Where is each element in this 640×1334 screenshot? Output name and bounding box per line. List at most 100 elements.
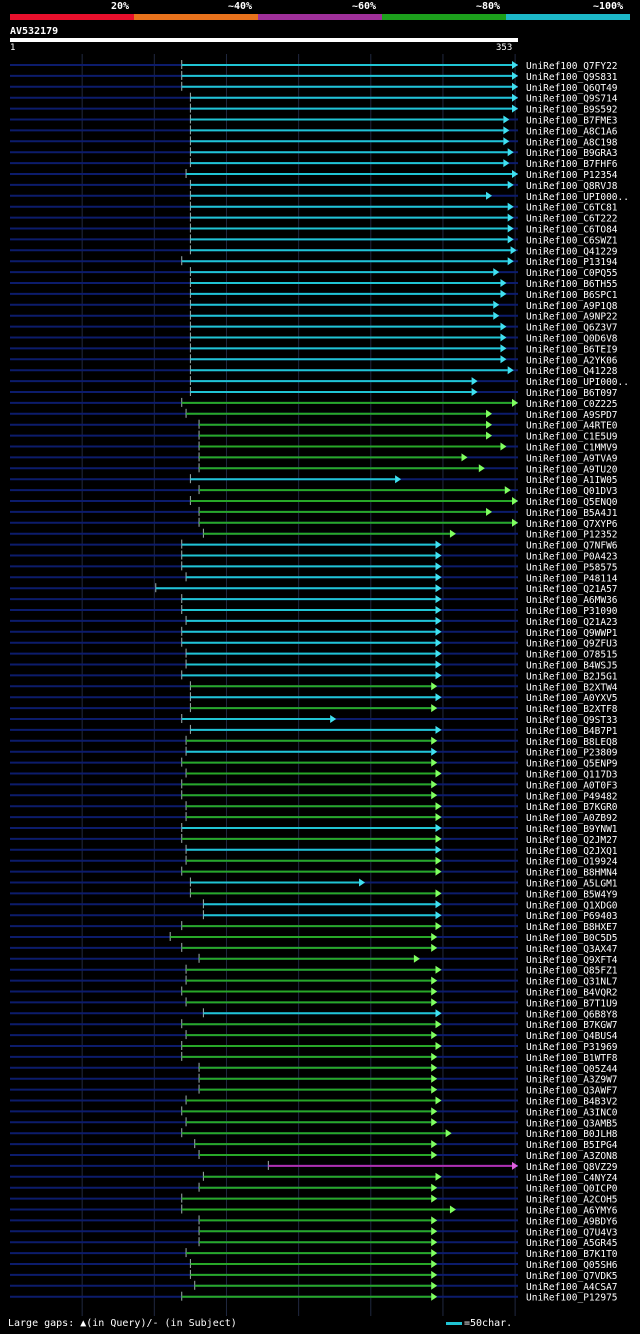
hit-arrow <box>512 104 518 113</box>
hit-row: UniRef100_B4B7P1 <box>10 724 618 737</box>
hit-label: UniRef100_A5LGM1 <box>526 879 618 890</box>
hit-arrow <box>512 71 518 80</box>
hit-arrow <box>435 769 442 778</box>
hit-label: UniRef100_Q41228 <box>526 366 618 377</box>
hit-row: UniRef100_P31969 <box>10 1041 618 1053</box>
hit-label: UniRef100_P23809 <box>526 748 618 759</box>
hit-arrow <box>431 704 438 713</box>
hit-row: UniRef100_Q2JXQ1 <box>10 844 618 857</box>
hit-label: UniRef100_P31090 <box>526 606 618 617</box>
hit-arrow <box>435 584 442 593</box>
hit-row: UniRef100_Q2JM27 <box>10 833 618 846</box>
hit-label: UniRef100_A8C1A6 <box>526 126 618 137</box>
hit-row: UniRef100_Q9WWP1 <box>10 626 618 639</box>
hit-row: UniRef100_P48114 <box>10 572 618 584</box>
hit-label: UniRef100_A3Z9W7 <box>526 1075 618 1086</box>
hit-label: UniRef100_A4CSA7 <box>526 1282 618 1293</box>
hit-label: UniRef100_B6T097 <box>526 388 618 399</box>
hit-row: UniRef100_Q0ICP0 <box>10 1182 618 1195</box>
legend-label-2: ~60% <box>352 1 377 12</box>
hit-row: UniRef100_O19924 <box>10 855 618 868</box>
hit-arrow <box>500 355 507 364</box>
hit-row: UniRef100_A3INC0 <box>10 1106 618 1118</box>
legend-bar-0 <box>10 14 134 20</box>
hit-row: UniRef100_C0PQ55 <box>10 267 618 279</box>
hit-label: UniRef100_Q7VDK5 <box>526 1271 618 1282</box>
hit-row: UniRef100_Q7NFW6 <box>10 539 618 552</box>
hit-arrow <box>493 311 500 320</box>
hit-label: UniRef100_B6TH55 <box>526 279 618 290</box>
hit-row: UniRef100_P58575 <box>10 561 618 573</box>
hit-arrow <box>512 1161 518 1170</box>
hit-arrow <box>431 736 438 745</box>
hit-arrow <box>493 268 500 277</box>
hit-arrow <box>486 507 493 516</box>
hit-arrow <box>435 562 442 571</box>
hit-arrow <box>431 791 438 800</box>
hit-label: UniRef100_Q0D6V8 <box>526 334 618 345</box>
hit-label: UniRef100_C1E5U9 <box>526 432 618 443</box>
hit-row: UniRef100_A8C1A6 <box>10 125 618 137</box>
hit-row: UniRef100_Q6B8Y8 <box>10 1008 618 1020</box>
hit-label: UniRef100_Q5ENP9 <box>526 759 618 770</box>
hit-row: UniRef100_A3ZON8 <box>10 1150 618 1162</box>
hit-label: UniRef100_P12354 <box>526 170 618 181</box>
hit-arrow <box>435 856 442 865</box>
hit-arrow <box>435 911 442 920</box>
hit-arrow <box>435 627 442 636</box>
hit-row: UniRef100_Q9S831 <box>10 70 618 83</box>
hit-label: UniRef100_C6TO84 <box>526 225 618 236</box>
hit-arrow <box>435 595 442 604</box>
hit-label: UniRef100_A9P1Q8 <box>526 301 618 312</box>
hit-label: UniRef100_Q9ZFU3 <box>526 639 618 650</box>
hit-label: UniRef100_Q01DV3 <box>526 486 618 497</box>
hit-row: UniRef100_C6SWZ1 <box>10 234 618 246</box>
hit-label: UniRef100_A9TU20 <box>526 464 618 475</box>
hit-label: UniRef100_B0C5D5 <box>526 933 618 944</box>
hit-label: UniRef100_A6YMY6 <box>526 1206 618 1217</box>
hit-arrow <box>507 224 514 233</box>
hit-arrow <box>507 202 514 211</box>
hit-label: UniRef100_B4B7P1 <box>526 726 618 737</box>
hit-row: UniRef100_Q41228 <box>10 365 618 377</box>
hit-label: UniRef100_B6TEI9 <box>526 344 618 355</box>
hit-row: UniRef100_Q3AX47 <box>10 942 618 955</box>
hit-arrow <box>330 715 337 723</box>
hit-label: UniRef100_Q5ENQ0 <box>526 497 618 508</box>
hit-arrow <box>435 867 442 876</box>
hit-arrow <box>435 660 442 669</box>
hit-row: UniRef100_B4B3V2 <box>10 1095 618 1108</box>
hit-label: UniRef100_Q9S714 <box>526 94 618 105</box>
hit-arrow <box>493 300 500 309</box>
hit-label: UniRef100_Q0ICP0 <box>526 1184 618 1195</box>
hit-label: UniRef100_B1WTF8 <box>526 1053 618 1064</box>
hit-arrow <box>431 1063 438 1072</box>
hit-label: UniRef100_Q9WWP1 <box>526 628 618 639</box>
hit-row: UniRef100_A9BDY6 <box>10 1215 618 1227</box>
query-end: 353 <box>496 43 513 53</box>
hit-arrow <box>435 965 442 974</box>
hit-label: UniRef100_B9S592 <box>526 105 618 116</box>
hit-row: UniRef100_Q7VDK5 <box>10 1269 618 1282</box>
hit-row: UniRef100_O78515 <box>10 648 618 661</box>
hit-row: UniRef100_Q7XYP6 <box>10 517 618 530</box>
hit-row: UniRef100_B7FME3 <box>10 114 618 127</box>
hit-label: UniRef100_Q4BUS4 <box>526 1031 618 1042</box>
hit-row: UniRef100_Q21A23 <box>10 615 618 628</box>
hit-row: UniRef100_B9YNW1 <box>10 823 618 835</box>
hit-row: UniRef100_Q21A57 <box>10 583 618 595</box>
hit-label: UniRef100_A8C198 <box>526 137 618 148</box>
hit-arrow <box>435 834 442 843</box>
hit-arrow <box>471 388 478 396</box>
hit-label: UniRef100_P13194 <box>526 257 618 268</box>
hit-arrow <box>471 377 478 386</box>
query-start: 1 <box>10 43 16 53</box>
hit-row: UniRef100_Q7U4V3 <box>10 1226 618 1238</box>
hit-label: UniRef100_Q9XFT4 <box>526 955 618 966</box>
hit-arrow <box>435 889 442 898</box>
hit-label: UniRef100_Q05Z44 <box>526 1064 618 1075</box>
hit-label: UniRef100_A4RTE0 <box>526 421 618 432</box>
hit-arrow <box>435 900 442 909</box>
hit-arrow <box>435 606 442 614</box>
hit-arrow <box>431 1052 438 1061</box>
